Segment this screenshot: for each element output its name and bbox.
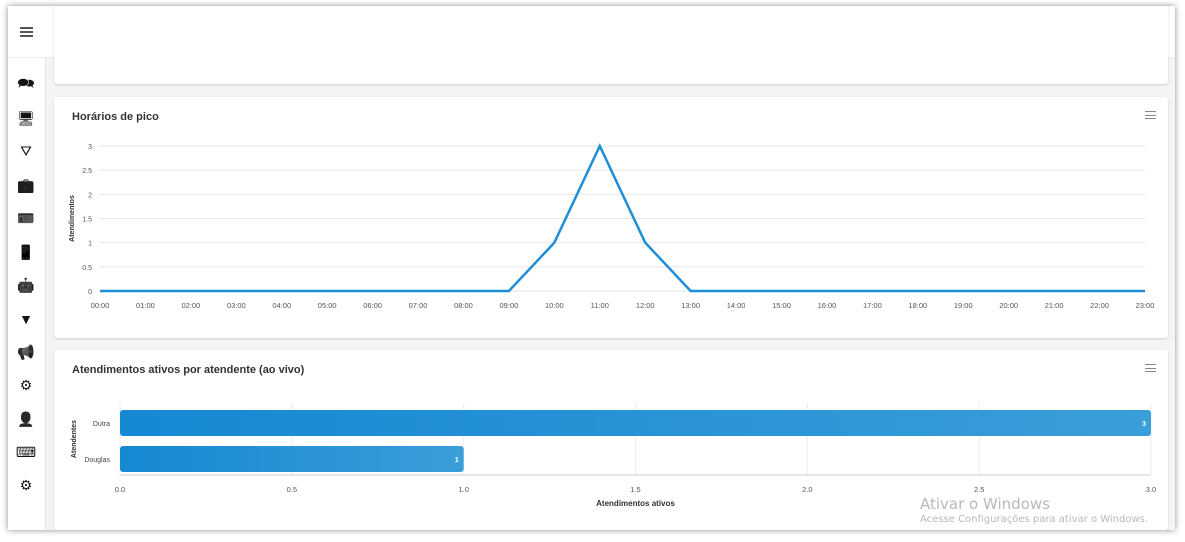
x-tick-label: 01:00 xyxy=(136,301,155,310)
x-tick-label: 1.0 xyxy=(458,485,468,494)
x-tick-label: 2.5 xyxy=(974,485,984,494)
chart-title: Horários de pico xyxy=(72,111,159,123)
y-category-label: Dutra xyxy=(93,421,110,428)
y-tick-label: 1.5 xyxy=(82,217,92,224)
filter-icon[interactable]: ▼ xyxy=(19,310,33,327)
x-tick-label: 18:00 xyxy=(908,301,927,310)
bar-chart: 0.0 0.5 1.0 1.5 2.0 2.5 3.0 Dutra 3 Douglas 1 Atend… xyxy=(71,403,1156,508)
windows-activation-title: Ativar o Windows xyxy=(920,495,1050,513)
x-tick-label: 3.0 xyxy=(1146,485,1156,494)
bot-icon[interactable]: 🤖 xyxy=(17,276,35,293)
y-tick-label: 0 xyxy=(88,289,92,296)
card-active-per-agent: Atendimentos ativos por atendente (ao vi… xyxy=(54,350,1168,530)
x-tick-label: 17:00 xyxy=(863,301,882,310)
bar xyxy=(120,410,1151,436)
y-axis-label: Atendimentos xyxy=(69,195,76,242)
x-tick-label: 20:00 xyxy=(999,301,1018,310)
windows-activation-subtitle: Acesse Configurações para ativar o Windo… xyxy=(920,514,1149,525)
bar-data-label: 3 xyxy=(1142,421,1146,428)
x-tick-label: 09:00 xyxy=(500,301,519,310)
y-category-label: Douglas xyxy=(84,457,110,464)
x-tick-label: 04:00 xyxy=(272,301,291,310)
x-tick-label: 23:00 xyxy=(1136,301,1155,310)
x-tick-label: 05:00 xyxy=(318,301,337,310)
x-tick-label: 16:00 xyxy=(818,301,837,310)
x-tick-label: 06:00 xyxy=(363,301,382,310)
y-tick-label: 2 xyxy=(88,192,92,199)
y-tick-label: 3 xyxy=(88,144,92,151)
x-tick-label: 1.5 xyxy=(630,485,640,494)
filter-add-icon[interactable]: ⛛ xyxy=(20,143,32,160)
x-tick-label: 14:00 xyxy=(727,301,746,310)
chart-menu-icon[interactable] xyxy=(1145,111,1156,119)
x-tick-label: 00:00 xyxy=(91,301,110,310)
x-tick-label: 11:00 xyxy=(591,301,609,310)
user-search-icon[interactable]: 👤 xyxy=(17,410,35,427)
card-previous xyxy=(54,6,1168,84)
bar-data-label: 1 xyxy=(455,457,459,464)
messages-icon[interactable]: 🗪 xyxy=(17,75,35,91)
x-tick-label: 08:00 xyxy=(454,301,473,310)
megaphone-icon[interactable]: 📢 xyxy=(17,343,35,360)
phone-signal-icon[interactable]: 📱 xyxy=(17,243,35,260)
keyboard-icon[interactable]: ⌨ xyxy=(15,443,37,460)
y-tick-label: 0.5 xyxy=(82,265,92,272)
series-line xyxy=(100,143,1145,293)
y-axis-label: Atendentes xyxy=(71,420,78,458)
x-tick-label: 15:00 xyxy=(772,301,791,310)
webhook-icon[interactable]: ⚙ xyxy=(19,377,33,394)
x-tick-label: 19:00 xyxy=(954,301,973,310)
card-peak-hours: Horários de pico 0 0.5 1 1.5 2 2.5 3 00:00 01:00… xyxy=(54,97,1168,338)
hamburger-menu-icon[interactable] xyxy=(20,27,33,37)
x-tick-label: 12:00 xyxy=(636,301,655,310)
contact-card-icon[interactable]: 🪪 xyxy=(17,210,35,227)
x-tick-label: 10:00 xyxy=(545,301,564,310)
gear-icon[interactable]: ⚙ xyxy=(19,477,33,494)
briefcase-icon[interactable]: 💼 xyxy=(17,176,35,193)
app-window: selloq SEU CHAT PLATAFORM 🗪🖥⛛💼🪪📱🤖▼📢⚙👤⌨⚙ … xyxy=(8,6,1175,530)
y-tick-label: 2.5 xyxy=(82,168,92,175)
bar xyxy=(120,446,464,472)
sidebar: 🗪 🖥 ⛛ 💼 🪪 📱 🤖 ▼ 📢 ⚙ 👤 ⌨ ⚙ xyxy=(8,58,46,530)
chart-title: Atendimentos ativos por atendente (ao vi… xyxy=(72,364,305,376)
x-tick-label: 07:00 xyxy=(409,301,428,310)
x-tick-label: 21:00 xyxy=(1045,301,1064,310)
x-tick-label: 2.0 xyxy=(802,485,812,494)
x-tick-label: 03:00 xyxy=(227,301,246,310)
dashboard-monitor-icon[interactable]: 🖥 xyxy=(17,109,35,126)
line-chart: 0 0.5 1 1.5 2 2.5 3 00:00 01:00 02:00 03:00 04:00 05… xyxy=(69,143,1155,310)
x-tick-label: 13:00 xyxy=(681,301,700,310)
y-tick-label: 1 xyxy=(88,241,92,248)
x-tick-label: 22:00 xyxy=(1090,301,1109,310)
x-tick-label: 0.5 xyxy=(287,485,297,494)
x-tick-label: 02:00 xyxy=(181,301,200,310)
x-tick-label: 0.0 xyxy=(115,485,125,494)
x-axis-label: Atendimentos ativos xyxy=(596,499,675,508)
chart-menu-icon[interactable] xyxy=(1145,364,1156,372)
